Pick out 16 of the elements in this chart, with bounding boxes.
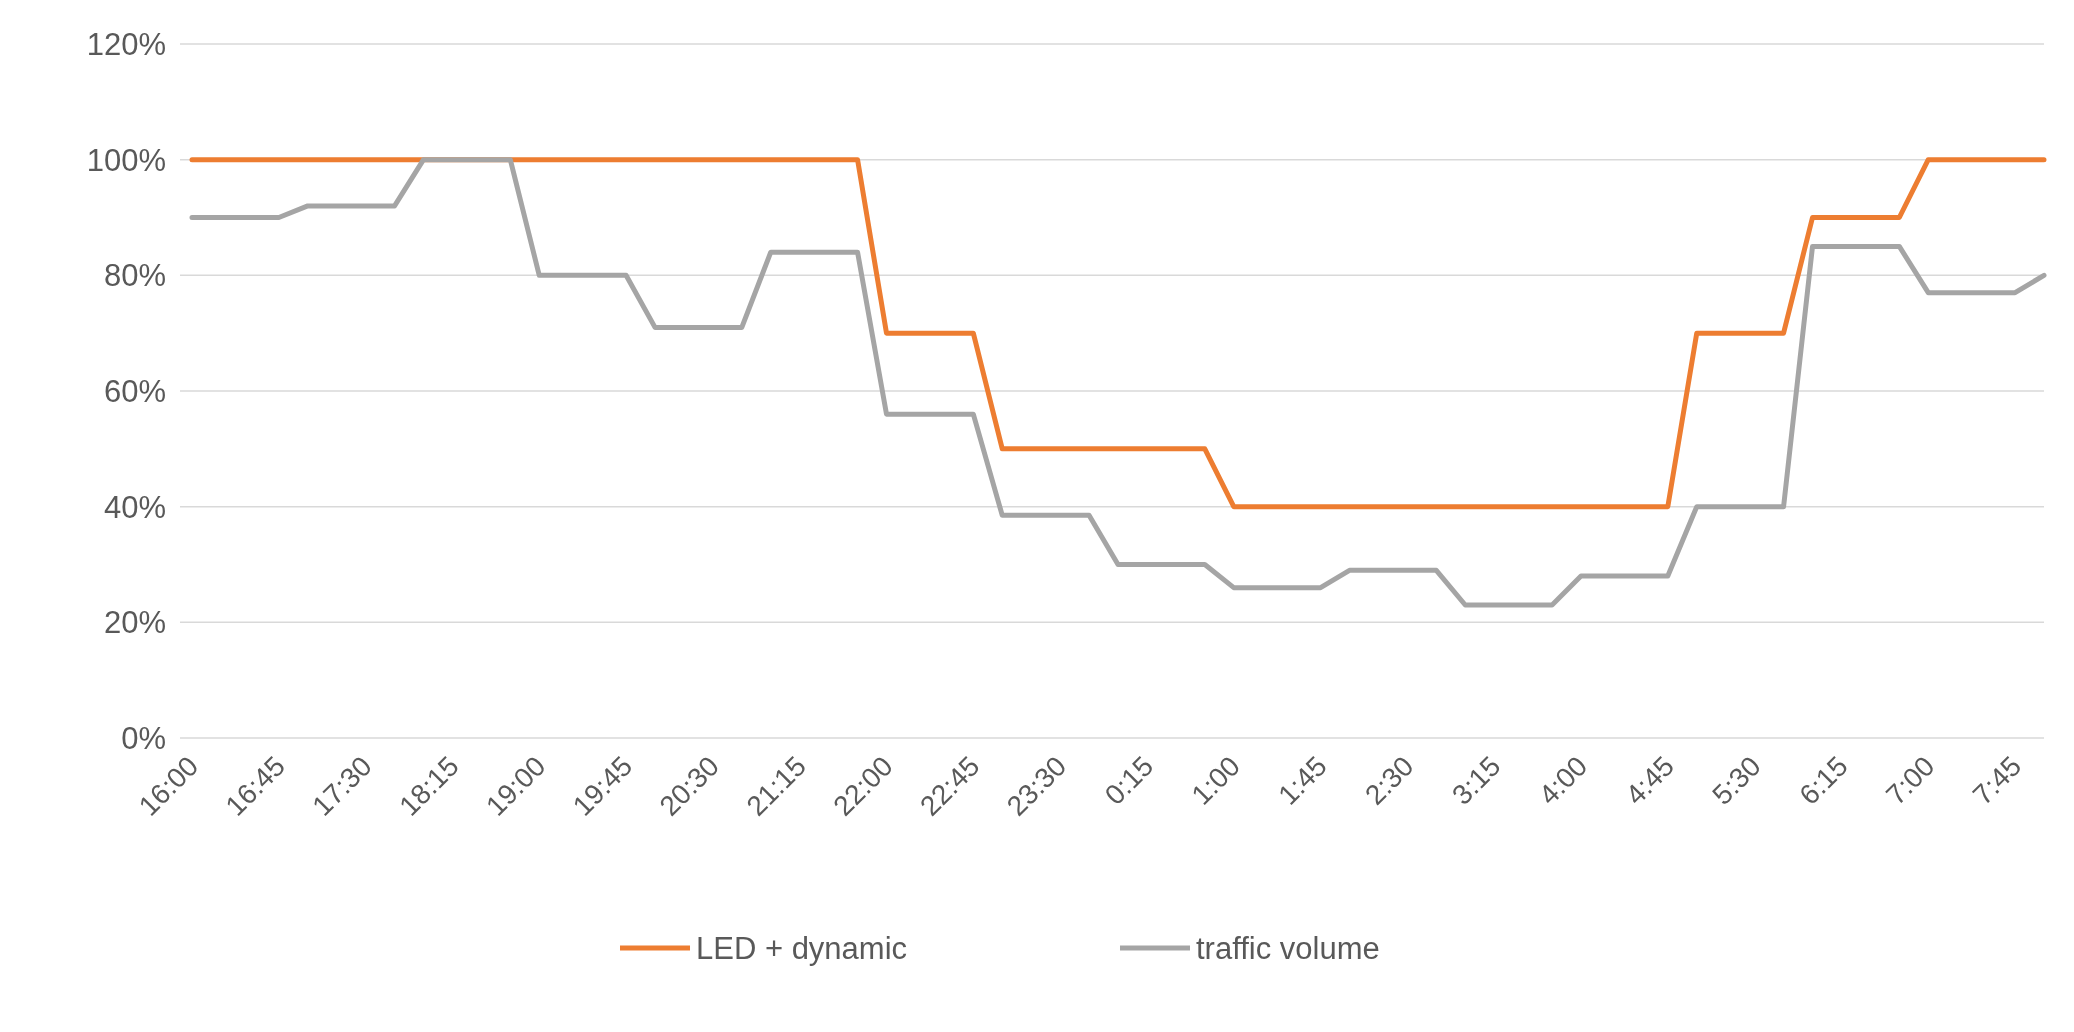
x-tick-label: 0:15 [1098,750,1160,811]
x-tick-label: 7:00 [1880,750,1941,811]
legend-label: LED + dynamic [696,930,908,966]
y-tick-label: 0% [121,720,166,756]
y-tick-label: 100% [86,142,166,178]
x-tick-label: 5:30 [1706,750,1767,811]
x-tick-label: 6:15 [1793,750,1854,811]
y-tick-label: 80% [103,258,166,294]
y-tick-label: 60% [103,373,166,409]
x-tick-label: 4:00 [1532,750,1594,811]
legend-label: traffic volume [1196,930,1380,966]
x-tick-label: 4:45 [1619,750,1681,811]
x-tick-label: 7:45 [1966,750,2028,811]
y-tick-label: 40% [103,489,166,525]
y-tick-label: 20% [103,605,166,641]
y-tick-label: 120% [86,26,166,62]
